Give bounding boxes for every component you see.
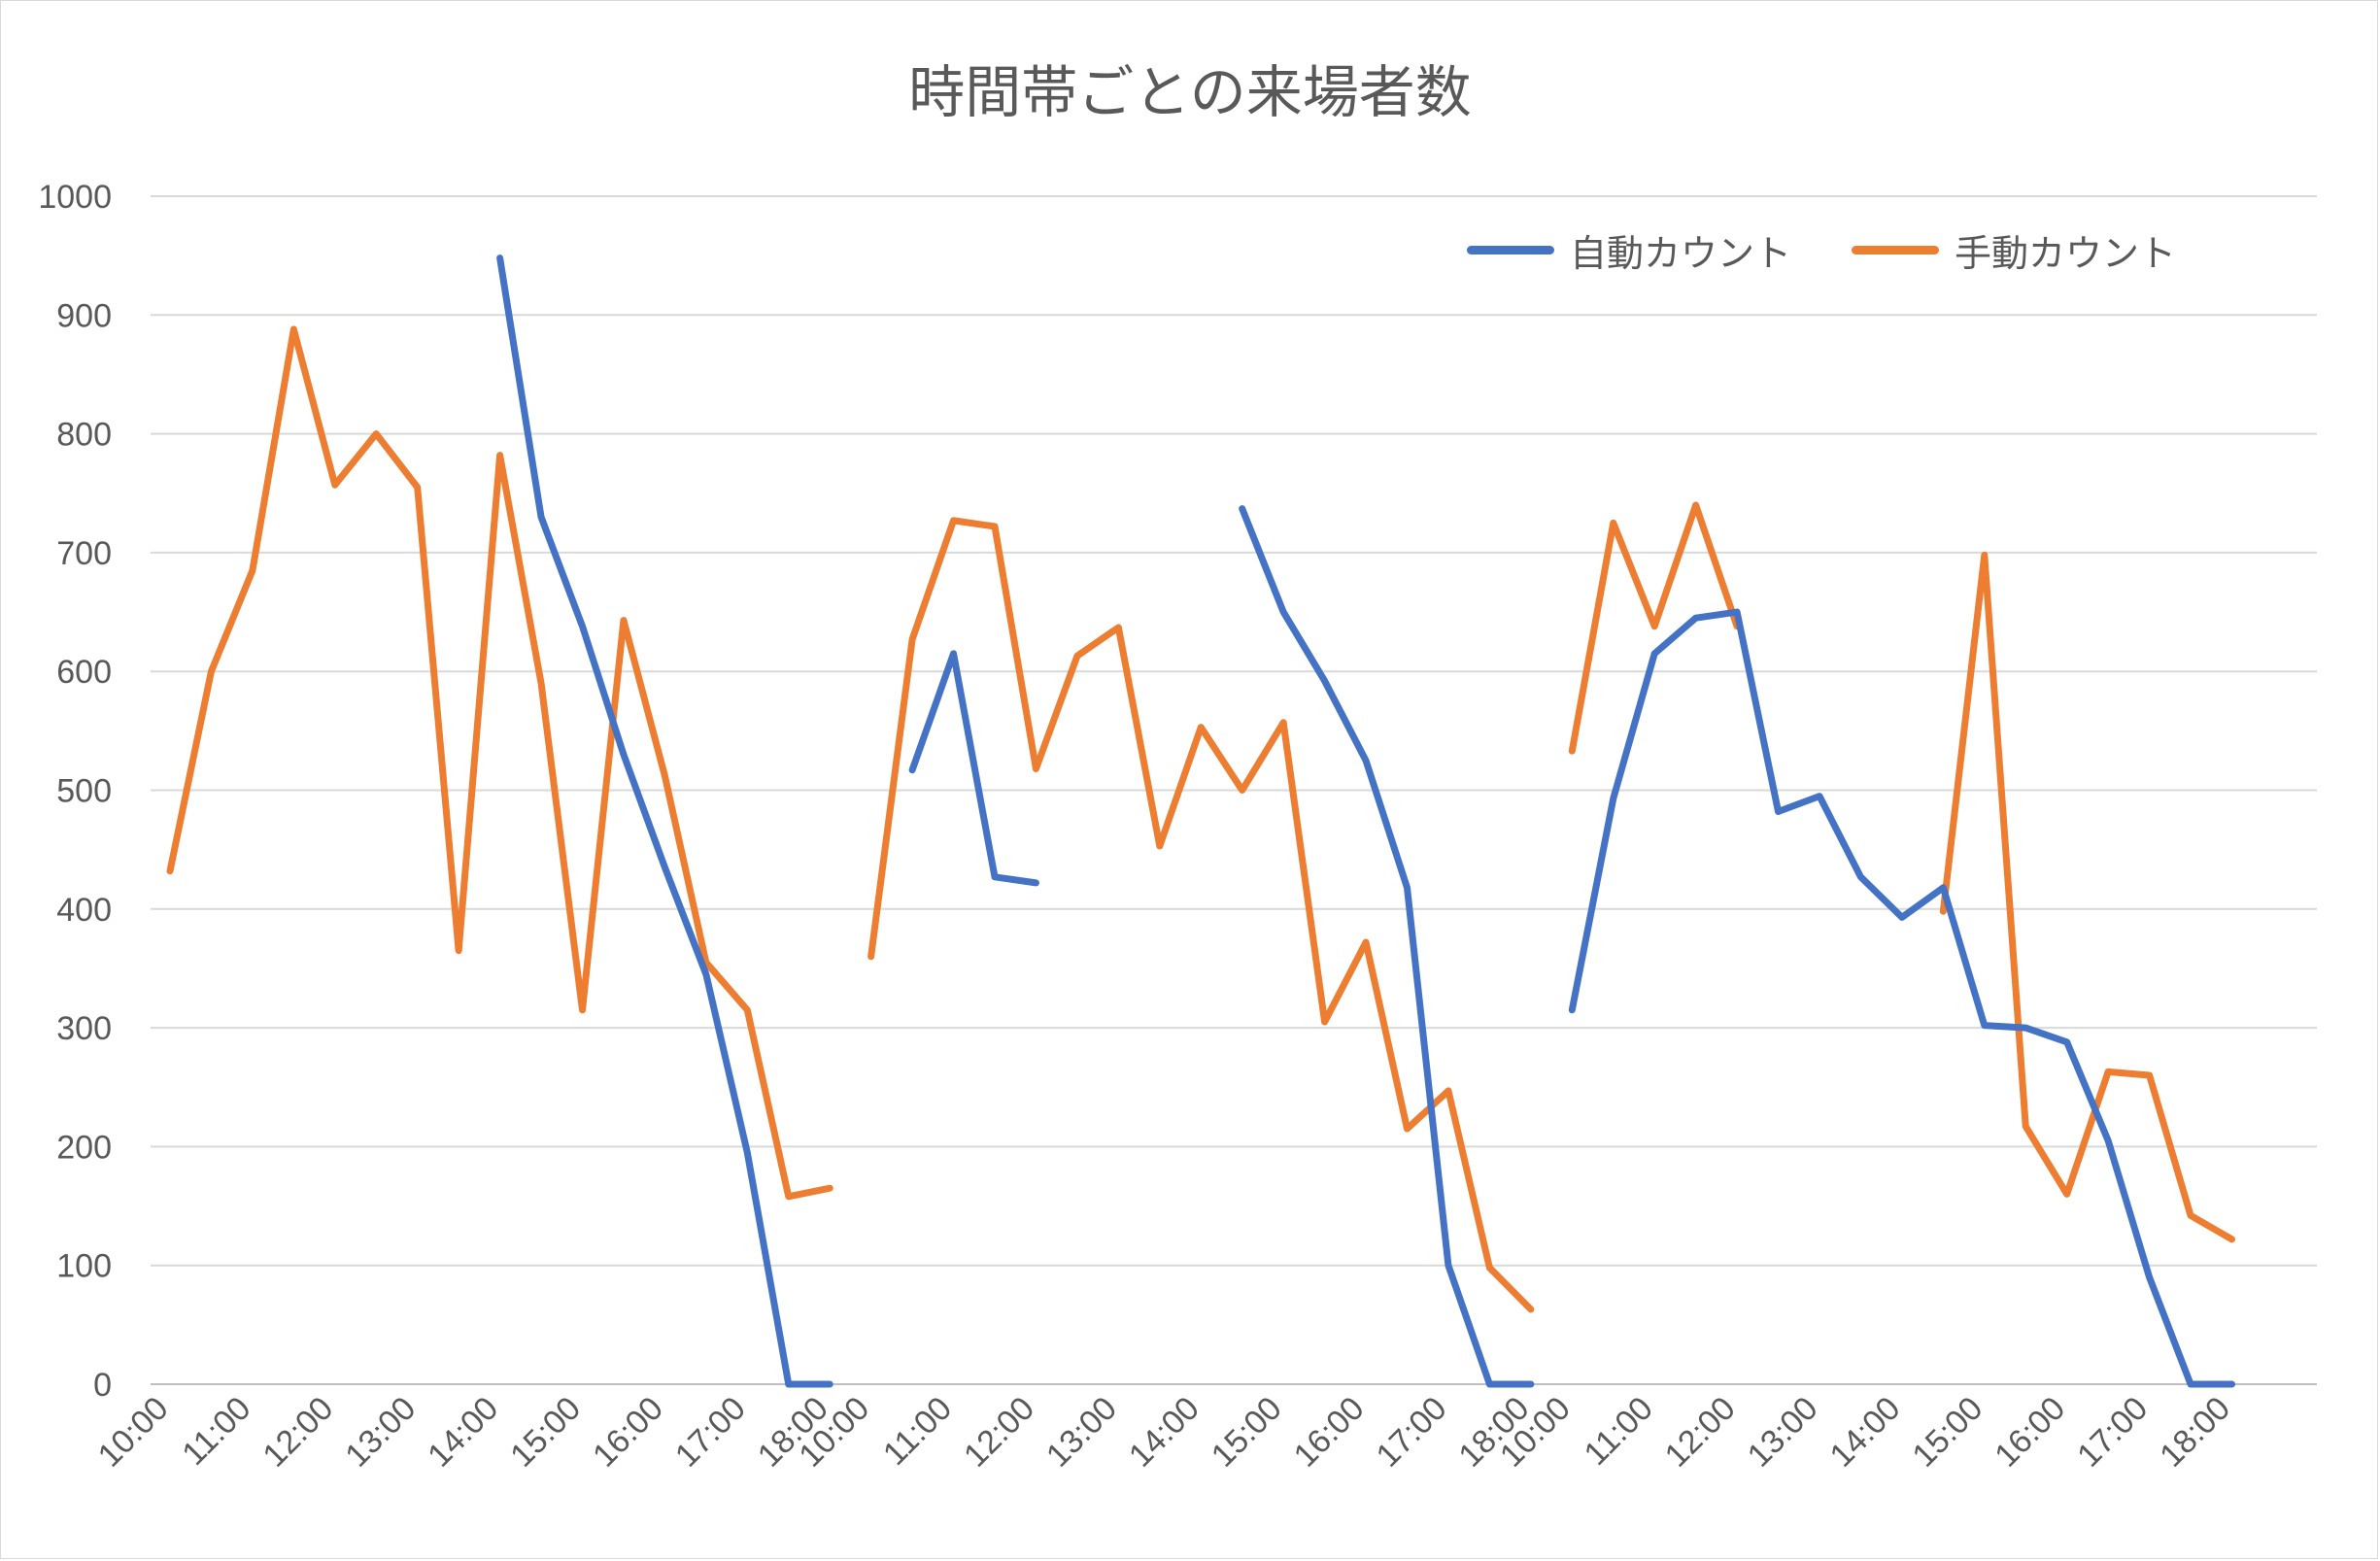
x-tick-label: 17:00: [2070, 1390, 2155, 1475]
legend-item-auto: 自動カウント: [1467, 223, 1791, 277]
x-tick-label: 14:00: [421, 1390, 505, 1475]
legend-label-manual: 手動カウント: [1955, 232, 2177, 275]
x-tick-label: 12:00: [255, 1390, 340, 1475]
x-tick-label: 16:00: [586, 1390, 670, 1475]
y-tick-label: 600: [56, 654, 112, 691]
series-line-manual: [1568, 501, 1741, 755]
y-tick-label: 900: [56, 297, 112, 334]
x-tick-label: 15:00: [503, 1390, 588, 1475]
series-line-auto: [1239, 505, 1535, 1388]
x-tick-label: 13:00: [338, 1390, 423, 1475]
y-tick-label: 200: [56, 1129, 112, 1166]
y-tick-label: 300: [56, 1010, 112, 1047]
x-tick-label: 11:00: [175, 1390, 257, 1473]
x-tick-label: 12:00: [957, 1390, 1041, 1475]
series-line-auto: [1568, 608, 2235, 1388]
x-tick-label: 17:00: [1370, 1390, 1454, 1475]
y-tick-label: 1000: [38, 179, 112, 216]
series-line-manual: [1939, 551, 2235, 1243]
x-tick-label: 16:00: [1287, 1390, 1372, 1475]
x-tick-label: 14:00: [1823, 1390, 1908, 1475]
legend-label-auto: 自動カウント: [1570, 232, 1792, 275]
x-tick-label: 14:00: [1122, 1390, 1207, 1475]
y-tick-labels: 0 100 200 300 400 500 600 700 800 900 1000: [38, 179, 112, 1404]
y-tick-label: 0: [93, 1367, 112, 1404]
y-tick-label: 100: [56, 1248, 112, 1285]
x-tick-label: 13:00: [1039, 1390, 1124, 1475]
series-line-manual: [166, 325, 833, 1201]
chart-title: 時間帯ごとの来場者数: [908, 59, 1472, 125]
series-line-manual: [867, 517, 1535, 1313]
gridlines: [151, 195, 2317, 1385]
y-tick-label: 700: [56, 535, 112, 572]
x-tick-label: 15:00: [1205, 1390, 1289, 1475]
series-line-auto: [908, 650, 1039, 887]
x-tick-label: 11:00: [1578, 1390, 1660, 1473]
x-tick-label: 11:00: [876, 1390, 959, 1473]
legend-swatch-auto: [1467, 246, 1554, 255]
x-tick-label: 12:00: [1658, 1390, 1743, 1475]
legend: 自動カウント 手動カウント: [1467, 223, 2236, 277]
x-tick-label: 17:00: [668, 1390, 753, 1475]
series-lines: [166, 255, 2235, 1388]
x-tick-label: 13:00: [1741, 1390, 1825, 1475]
series-line-auto: [496, 255, 833, 1388]
x-tick-label: 16:00: [1988, 1390, 2072, 1475]
x-tick-labels: 10:00 11:0012:0013:0014:0015:0016:0017:00…: [91, 1390, 2238, 1475]
y-tick-label: 800: [56, 417, 112, 454]
x-tick-label: 18:00: [2153, 1390, 2237, 1475]
legend-swatch-manual: [1852, 246, 1940, 255]
x-tick-label: 15:00: [1905, 1390, 1989, 1475]
y-tick-label: 400: [56, 892, 112, 929]
y-tick-label: 500: [56, 773, 112, 810]
legend-item-manual: 手動カウント: [1852, 223, 2176, 277]
